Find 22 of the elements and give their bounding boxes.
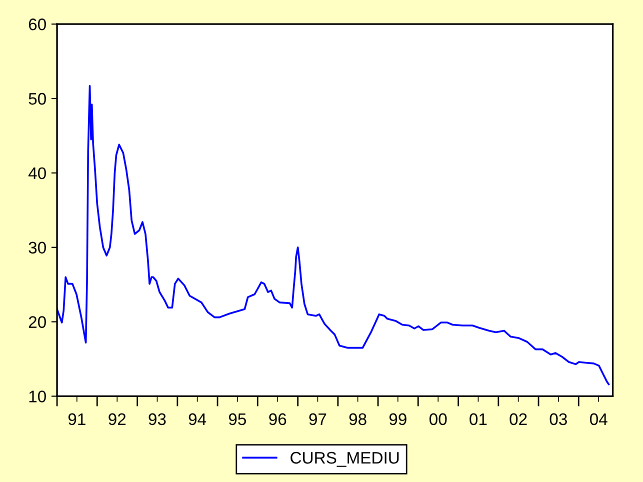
y-tick-label: 60 <box>28 18 46 30</box>
x-tick-label: 91 <box>68 413 86 426</box>
y-tick-label: 10 <box>29 390 46 402</box>
y-tick-label: 30 <box>28 242 46 254</box>
x-tick-label: 01 <box>470 413 487 426</box>
y-tick-label: 50 <box>28 92 46 105</box>
x-tick-label: 03 <box>550 413 567 426</box>
legend-label: CURS_MEDIU <box>290 452 399 467</box>
x-tick-label: 99 <box>389 413 406 426</box>
x-tick-label: 95 <box>228 413 246 426</box>
x-tick-label: 04 <box>590 413 608 426</box>
line-series <box>57 84 610 386</box>
x-tick-label: 98 <box>349 413 366 426</box>
x-tick-label: 02 <box>510 413 527 426</box>
x-tick-label: 96 <box>269 413 286 426</box>
x-tick-label: 93 <box>148 413 166 426</box>
y-tick-label: 40 <box>28 167 46 180</box>
x-tick-label: 00 <box>429 413 447 426</box>
x-tick-label: 94 <box>188 413 206 426</box>
x-tick-label: 92 <box>108 413 126 426</box>
y-tick-label: 20 <box>28 316 46 328</box>
x-tick-label: 97 <box>309 413 326 426</box>
